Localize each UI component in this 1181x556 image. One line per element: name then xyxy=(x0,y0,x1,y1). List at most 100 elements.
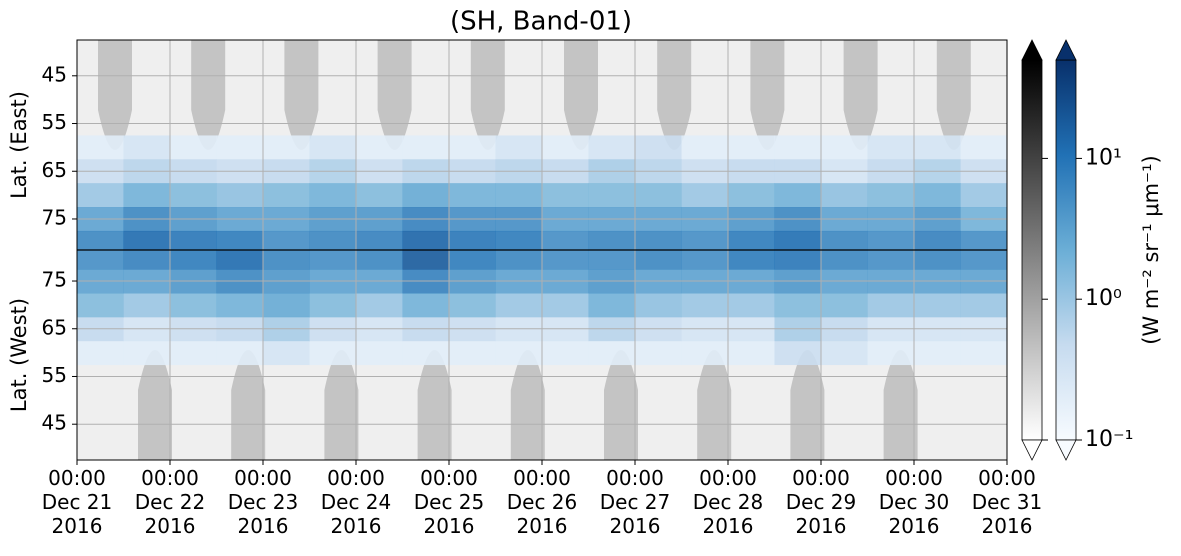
colorbar-extend-top xyxy=(1021,39,1043,61)
y-tick-label: 65 xyxy=(42,158,67,182)
heatmap-cell xyxy=(309,340,357,366)
y-axis-label: Lat. (West) xyxy=(7,298,31,412)
heatmap-cell xyxy=(681,340,729,366)
heatmap-cell xyxy=(728,340,775,366)
gray-swath xyxy=(697,350,732,460)
heatmap-cell xyxy=(170,340,217,366)
heatmap-cell xyxy=(635,250,682,270)
y-tick-label: 75 xyxy=(42,205,67,229)
x-tick-label: 00:00 Dec 30 2016 xyxy=(878,466,950,538)
heatmap-cell xyxy=(123,183,171,208)
heatmap-cell xyxy=(728,135,775,160)
heatmap-cell xyxy=(867,340,915,366)
heatmap-cell xyxy=(960,250,1008,270)
heatmap-cell xyxy=(216,230,264,251)
heatmap-cell xyxy=(77,135,124,160)
gray-swath xyxy=(510,350,545,460)
heatmap-cell xyxy=(449,135,496,160)
heatmap-cell xyxy=(216,292,264,318)
x-tick-label: 00:00 Dec 23 2016 xyxy=(227,466,299,538)
heatmap-cell xyxy=(356,292,403,318)
heatmap-cell xyxy=(867,183,915,208)
heatmap-cell xyxy=(495,230,543,251)
heatmap-cell xyxy=(216,183,264,208)
y-tick-label: 45 xyxy=(42,62,67,86)
heatmap-cell xyxy=(914,135,961,160)
x-tick-label: 00:00 Dec 26 2016 xyxy=(506,466,578,538)
gray-swath xyxy=(470,40,505,150)
heatmap-cell xyxy=(914,292,961,318)
heatmap-cell xyxy=(728,250,775,270)
heatmap-cell xyxy=(542,183,589,208)
heatmap-cell xyxy=(263,230,310,251)
heatmap-cell xyxy=(588,250,636,270)
heatmap-cell xyxy=(914,340,961,366)
heatmap-cell xyxy=(914,250,961,270)
heatmap-cell xyxy=(309,183,357,208)
heatmap-cell xyxy=(449,250,496,270)
heatmap-cell xyxy=(263,292,310,318)
heatmap-cell xyxy=(263,250,310,270)
heatmap-cell xyxy=(449,230,496,251)
gray-swath xyxy=(604,350,638,460)
heatmap-cell xyxy=(821,135,868,160)
heatmap-cell xyxy=(588,135,636,160)
heatmap-cell xyxy=(309,292,357,318)
heatmap-cell xyxy=(588,340,636,366)
heatmap-cell xyxy=(960,230,1008,251)
heatmap-cell xyxy=(449,183,496,208)
colorbar-extend-bottom xyxy=(1021,439,1043,461)
heatmap-cell xyxy=(728,183,775,208)
heatmap-cell xyxy=(588,230,636,251)
heatmap-cell xyxy=(449,340,496,366)
heatmap-cell xyxy=(681,250,729,270)
heatmap-cell xyxy=(170,292,217,318)
heatmap-cell xyxy=(774,135,822,160)
heatmap-cell xyxy=(309,250,357,270)
gray-swath xyxy=(324,350,359,460)
gray-swath xyxy=(231,350,266,460)
x-tick-label: 00:00 Dec 29 2016 xyxy=(785,466,857,538)
heatmap-cell xyxy=(821,250,868,270)
heatmap-cell xyxy=(123,135,171,160)
heatmap-cell xyxy=(635,292,682,318)
heatmap-cell xyxy=(402,340,450,366)
heatmap-cell xyxy=(681,183,729,208)
heatmap-cell xyxy=(635,340,682,366)
y-tick-label: 45 xyxy=(42,411,67,435)
heatmap-cell xyxy=(960,135,1008,160)
gray-swath xyxy=(936,40,971,150)
heatmap-cell xyxy=(263,135,310,160)
x-tick-label: 00:00 Dec 21 2016 xyxy=(41,466,113,538)
x-tick-label: 00:00 Dec 27 2016 xyxy=(599,466,671,538)
heatmap-cell xyxy=(960,183,1008,208)
gray-swath xyxy=(883,350,918,460)
gray-swath xyxy=(98,40,132,150)
heatmap-cell xyxy=(402,230,450,251)
heatmap-cell xyxy=(960,340,1008,366)
heatmap-cell xyxy=(449,292,496,318)
heatmap-cell xyxy=(356,183,403,208)
heatmap-cell xyxy=(77,230,124,251)
heatmap-cell xyxy=(960,292,1008,318)
gray-swath xyxy=(138,350,172,460)
heatmap-cell xyxy=(123,250,171,270)
x-tick-label: 00:00 Dec 22 2016 xyxy=(134,466,206,538)
heatmap-cell xyxy=(867,135,915,160)
heatmap-cell xyxy=(774,230,822,251)
heatmap-cell xyxy=(77,292,124,318)
heatmap-cell xyxy=(728,230,775,251)
heatmap-cell xyxy=(681,230,729,251)
heatmap-cell xyxy=(77,183,124,208)
heatmap-cell xyxy=(821,183,868,208)
y-tick-label: 55 xyxy=(42,363,67,387)
heatmap-cell xyxy=(356,135,403,160)
heatmap-cell xyxy=(356,250,403,270)
heatmap-cell xyxy=(77,250,124,270)
gray-swath xyxy=(657,40,692,150)
heatmap-cell xyxy=(170,183,217,208)
colorbar-tick-label: 10⁰ xyxy=(1085,286,1122,311)
heatmap-cell xyxy=(774,183,822,208)
colorbar-extend-top xyxy=(1055,39,1077,61)
